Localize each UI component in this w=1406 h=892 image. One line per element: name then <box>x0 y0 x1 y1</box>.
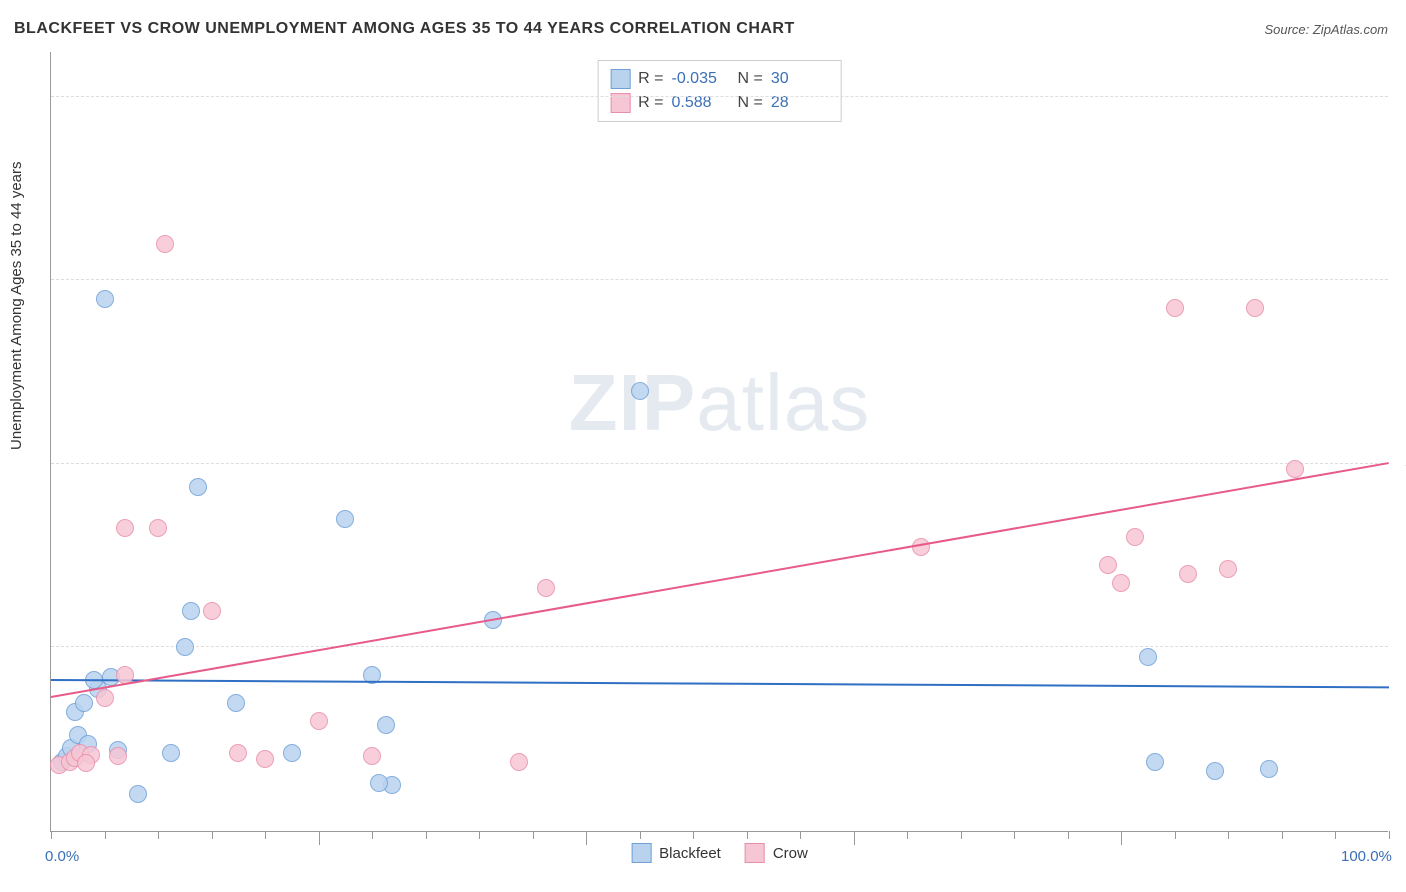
r-value: -0.035 <box>672 70 730 88</box>
data-point-crow <box>510 753 528 771</box>
swatch-crow <box>745 843 765 863</box>
data-point-crow <box>537 579 555 597</box>
data-point-crow <box>1099 556 1117 574</box>
x-tick <box>800 831 801 839</box>
data-point-blackfeet <box>1139 648 1157 666</box>
y-tick-label: 60.0% <box>1393 272 1406 289</box>
x-tick <box>158 831 159 839</box>
data-point-crow <box>156 235 174 253</box>
x-tick-major <box>319 831 320 845</box>
x-tick-major <box>586 831 587 845</box>
gridline-h <box>51 279 1388 280</box>
y-tick-label: 80.0% <box>1393 88 1406 105</box>
legend-label: Crow <box>773 845 808 862</box>
x-tick <box>640 831 641 839</box>
chart-title: BLACKFEET VS CROW UNEMPLOYMENT AMONG AGE… <box>14 20 795 38</box>
data-point-blackfeet <box>1260 760 1278 778</box>
data-point-blackfeet <box>336 510 354 528</box>
data-point-crow <box>1126 528 1144 546</box>
gridline-h <box>51 463 1388 464</box>
x-tick <box>1282 831 1283 839</box>
data-point-crow <box>1112 574 1130 592</box>
x-tick <box>265 831 266 839</box>
legend-item-blackfeet: Blackfeet <box>631 843 721 863</box>
x-tick <box>907 831 908 839</box>
x-tick <box>1335 831 1336 839</box>
x-tick <box>747 831 748 839</box>
data-point-blackfeet <box>162 744 180 762</box>
data-point-crow <box>203 602 221 620</box>
data-point-blackfeet <box>1206 762 1224 780</box>
x-tick <box>1389 831 1390 839</box>
data-point-blackfeet <box>189 478 207 496</box>
swatch-blackfeet <box>631 843 651 863</box>
legend-item-crow: Crow <box>745 843 808 863</box>
source-label: Source: ZipAtlas.com <box>1264 22 1388 37</box>
legend-row-crow: R = 0.588 N = 28 <box>610 91 829 115</box>
plot-area: ZIPatlas R = -0.035 N = 30 R = 0.588 N =… <box>50 52 1388 832</box>
data-point-crow <box>1246 299 1264 317</box>
data-point-crow <box>1286 460 1304 478</box>
n-value: 30 <box>771 70 829 88</box>
x-tick-major <box>1121 831 1122 845</box>
data-point-crow <box>229 744 247 762</box>
data-point-blackfeet <box>227 694 245 712</box>
data-point-blackfeet <box>129 785 147 803</box>
data-point-blackfeet <box>176 638 194 656</box>
x-tick <box>1228 831 1229 839</box>
data-point-blackfeet <box>631 382 649 400</box>
data-point-crow <box>116 519 134 537</box>
x-tick <box>1014 831 1015 839</box>
legend-row-blackfeet: R = -0.035 N = 30 <box>610 67 829 91</box>
data-point-blackfeet <box>377 716 395 734</box>
x-tick <box>51 831 52 839</box>
x-tick <box>105 831 106 839</box>
x-tick-label: 100.0% <box>1341 848 1392 865</box>
x-tick <box>1175 831 1176 839</box>
data-point-crow <box>1166 299 1184 317</box>
x-tick <box>533 831 534 839</box>
gridline-h <box>51 96 1388 97</box>
gridline-h <box>51 646 1388 647</box>
x-tick <box>372 831 373 839</box>
data-point-crow <box>96 689 114 707</box>
swatch-blackfeet <box>610 69 630 89</box>
data-point-crow <box>310 712 328 730</box>
data-point-blackfeet <box>96 290 114 308</box>
x-tick <box>479 831 480 839</box>
data-point-crow <box>77 754 95 772</box>
watermark: ZIPatlas <box>569 357 870 449</box>
data-point-crow <box>1219 560 1237 578</box>
x-tick-major <box>854 831 855 845</box>
data-point-crow <box>109 747 127 765</box>
data-point-crow <box>149 519 167 537</box>
y-tick-label: 20.0% <box>1393 639 1406 656</box>
n-label: N = <box>738 70 763 88</box>
series-legend: Blackfeet Crow <box>631 843 808 863</box>
x-tick <box>1068 831 1069 839</box>
x-tick <box>961 831 962 839</box>
r-label: R = <box>638 70 663 88</box>
data-point-blackfeet <box>370 774 388 792</box>
x-tick-label: 0.0% <box>45 848 79 865</box>
y-tick-label: 40.0% <box>1393 455 1406 472</box>
data-point-blackfeet <box>75 694 93 712</box>
data-point-blackfeet <box>1146 753 1164 771</box>
y-axis-label: Unemployment Among Ages 35 to 44 years <box>8 161 25 450</box>
x-tick <box>426 831 427 839</box>
trend-line-blackfeet <box>51 679 1389 688</box>
data-point-crow <box>363 747 381 765</box>
x-tick <box>212 831 213 839</box>
correlation-legend: R = -0.035 N = 30 R = 0.588 N = 28 <box>597 60 842 122</box>
x-tick <box>693 831 694 839</box>
data-point-blackfeet <box>283 744 301 762</box>
data-point-crow <box>1179 565 1197 583</box>
data-point-blackfeet <box>182 602 200 620</box>
legend-label: Blackfeet <box>659 845 721 862</box>
data-point-crow <box>256 750 274 768</box>
